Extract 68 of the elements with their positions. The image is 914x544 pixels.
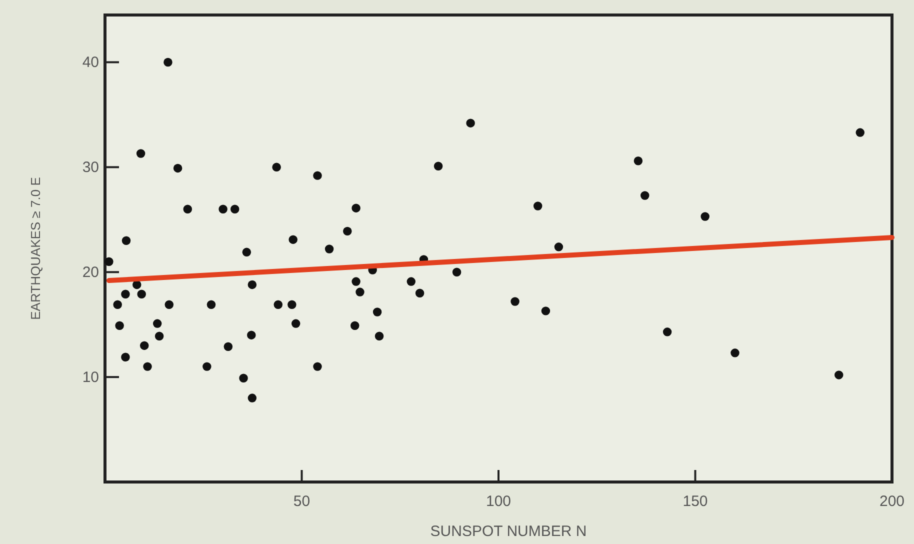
point xyxy=(164,300,174,310)
point xyxy=(313,171,322,180)
point xyxy=(121,352,130,362)
point xyxy=(115,321,124,330)
point xyxy=(152,319,162,328)
point xyxy=(272,162,281,172)
point xyxy=(554,242,564,252)
point xyxy=(122,236,131,245)
x-tick-label: 50 xyxy=(293,493,310,510)
point xyxy=(372,308,382,316)
point xyxy=(288,300,296,310)
point xyxy=(834,370,844,380)
x-tick-label: 150 xyxy=(682,493,708,510)
point xyxy=(143,362,152,371)
point xyxy=(291,319,300,328)
point xyxy=(202,362,212,371)
point xyxy=(452,268,462,276)
point xyxy=(247,330,256,340)
point xyxy=(206,300,216,310)
y-tick-label: 30 xyxy=(82,159,99,176)
point xyxy=(224,342,233,351)
point xyxy=(434,162,443,170)
point xyxy=(154,332,164,340)
point xyxy=(350,321,360,330)
point xyxy=(164,58,172,67)
point xyxy=(356,288,364,296)
point xyxy=(374,332,384,340)
point xyxy=(183,204,192,214)
point xyxy=(700,212,710,221)
point xyxy=(541,306,550,316)
point xyxy=(230,204,240,214)
x-axis-title: SUNSPOT NUMBER N xyxy=(430,523,587,540)
point xyxy=(343,226,352,236)
point xyxy=(248,394,257,402)
point xyxy=(136,149,146,158)
point xyxy=(406,277,416,286)
point xyxy=(140,341,149,350)
y-tick-label: 40 xyxy=(82,54,99,72)
point xyxy=(313,362,322,371)
point xyxy=(239,374,248,382)
point xyxy=(730,348,740,358)
y-tick-label: 10 xyxy=(82,369,99,386)
point xyxy=(640,191,650,200)
point xyxy=(274,300,283,310)
point xyxy=(242,248,252,257)
point xyxy=(248,280,257,290)
point xyxy=(218,204,228,214)
point xyxy=(352,277,360,286)
x-tick-label: 100 xyxy=(486,493,512,510)
point xyxy=(173,164,182,173)
point xyxy=(113,300,122,310)
point xyxy=(510,297,520,306)
point xyxy=(466,118,475,128)
point xyxy=(533,202,542,210)
point xyxy=(288,235,298,244)
point xyxy=(132,280,142,290)
point xyxy=(121,290,130,299)
point xyxy=(662,328,672,336)
x-tick-label: 200 xyxy=(879,493,905,510)
point xyxy=(352,204,360,212)
point xyxy=(324,244,334,254)
point xyxy=(634,156,643,166)
point xyxy=(137,290,146,299)
y-axis-title: EARTHQUAKES ≥ 7.0 E xyxy=(28,176,43,320)
point xyxy=(104,257,114,266)
point xyxy=(415,288,424,298)
point xyxy=(856,128,864,137)
y-tick-label: 20 xyxy=(82,264,99,282)
